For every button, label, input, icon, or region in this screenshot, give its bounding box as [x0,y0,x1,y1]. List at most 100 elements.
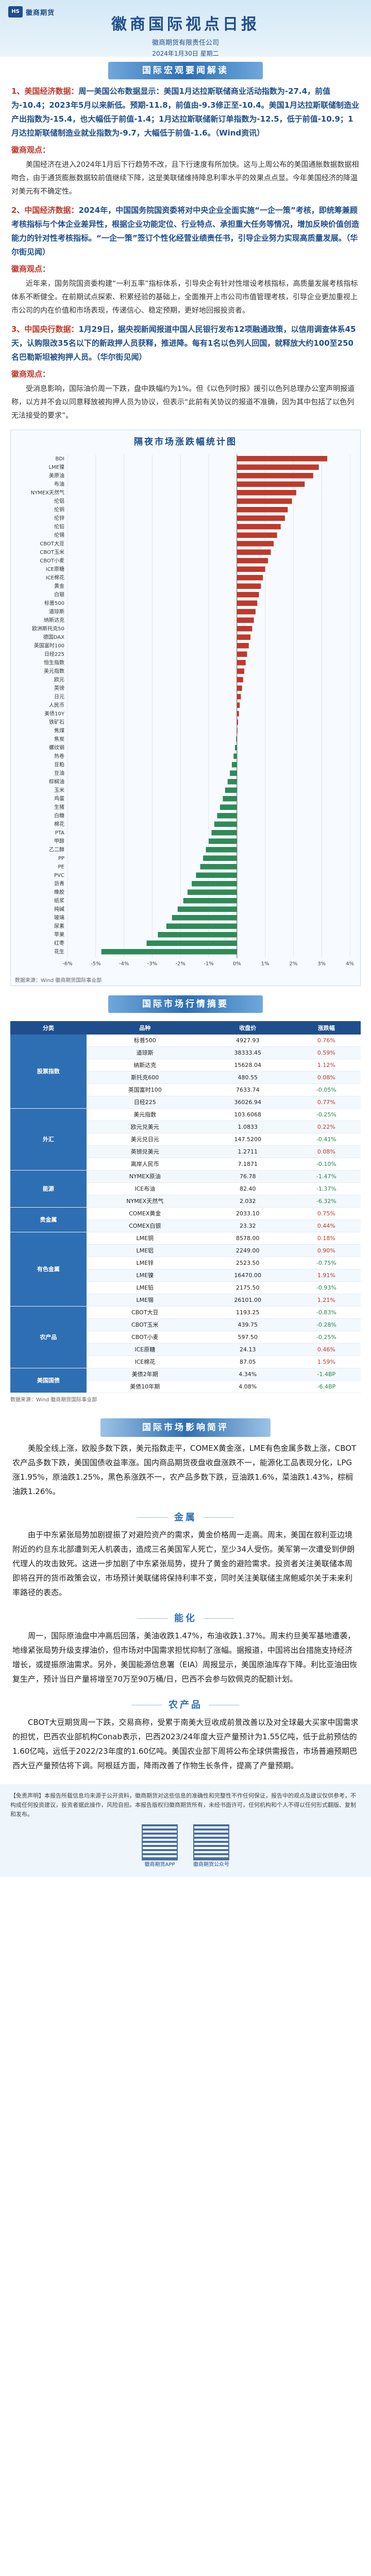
viewpoint-label: 徽商观点： [11,264,50,274]
table-cell-name: ICE棉花 [86,1355,204,1368]
table-cell-name: COMEX黄金 [86,1207,204,1220]
x-tick-label: 3% [317,961,326,967]
qr-wechat[interactable]: 徽商期货公众号 [193,1824,229,1870]
x-tick-label: -2% [175,961,185,967]
table-cell-name: NYMEX原油 [86,1170,204,1183]
table-cell-name: LME镍 [86,1269,204,1282]
table-row: 美债10年期 4.08% -6.4BP [10,1380,361,1393]
table-row: 日经225 36026.94 0.77% [10,1096,361,1109]
table-cell-close: 1.0833 [203,1121,292,1133]
table-row: 纳斯达克 15628.04 1.12% [10,1059,361,1072]
news-lead: 3、中国央行数据： [11,325,79,334]
bar [237,532,277,538]
category-label: PP [58,856,64,861]
table-cell-close: 23.32 [203,1219,292,1232]
table-cell-chg: 0.59% [292,1046,361,1059]
table-cell-close: 7633.74 [203,1083,292,1096]
table-row: LME锌 2523.50 -0.75% [10,1257,361,1269]
table-cell-name: 欧元兑美元 [86,1121,204,1133]
col-name: 品种 [86,1021,204,1035]
table-category-cell: 有色金属 [10,1232,87,1307]
category-label: 伦铅 [54,523,64,530]
table-cell-close: 36026.94 [203,1096,292,1109]
table-row: 英国富时100 7633.74 -0.05% [10,1083,361,1096]
bar [203,855,237,861]
table-row: 欧元兑美元 1.0833 0.22% [10,1121,361,1133]
bar [237,473,313,479]
bar [230,770,237,776]
bar [237,524,281,530]
analysis-agri-text: CBOT大豆期货周一下跌，交易商称，受累于南美大豆收成前景改善以及对全球最大买家… [12,1717,359,1770]
table-category-cell: 外汇 [10,1108,87,1171]
category-label: CBOT小麦 [40,558,64,564]
qr-row: 徽商期货APP 徽商期货公众号 [10,1824,361,1870]
macro-news: 1、美国经济数据：周一美国公布数据显示：美国1月达拉斯联储商业活动指数为-27.… [0,84,371,422]
table-category-cell: 美国国债 [10,1368,87,1393]
table-cell-name: LME铝 [86,1244,204,1257]
category-label: 沥青 [54,880,64,887]
bar [237,592,259,598]
table-cell-close: 76.78 [203,1170,292,1183]
report-header: HS 徽商期货 徽商国际视点日报 徽商期货有限责任公司 2024年1月30日 星… [0,0,371,57]
table-cell-chg: 1.12% [292,1059,361,1072]
news-highlight: 2024年，中国国务院国资委将对中央企业全面实施“一企一策”考核，即统筹兼顾考核… [11,206,360,257]
table-cell-close: 147.5200 [203,1133,292,1146]
bar [146,940,237,946]
company-logo: HS 徽商期货 [8,6,55,18]
table-cell-chg: -1.4BP [292,1368,361,1381]
table-row: LME镍 16470.00 1.91% [10,1269,361,1282]
qr-code-icon [142,1824,178,1860]
category-label: 英国富时100 [34,642,64,649]
analysis-intro: 美股全线上涨，欧股多数下跌，美元指数走平，COMEX黄金涨，LME有色金属多数上… [12,1443,357,1496]
table-cell-chg: 0.75% [292,1207,361,1220]
table-header-row: 分类 品种 收盘价 涨跌幅 [10,1021,361,1035]
table-cell-name: LME铅 [86,1281,204,1294]
table-row: NYMEX天然气 2.032 -6.32% [10,1195,361,1208]
table-cell-close: 16470.00 [203,1269,292,1282]
news-item: 3、中国央行数据：1月29日，据央视新闻报道中国人民银行发布12项融通政策，以信… [11,323,360,422]
table-cell-chg: -0.41% [292,1133,361,1146]
table-cell-name: COMEX白银 [86,1219,204,1232]
table-cell-name: CBOT玉米 [86,1318,204,1331]
bar [237,711,239,717]
table-cell-name: 美债10年期 [86,1380,204,1393]
bar [172,915,237,921]
report-title: 徽商国际视点日报 [111,15,260,33]
table-cell-close: 4927.93 [203,1034,292,1047]
category-label: 热卷 [54,753,64,759]
bar [192,881,237,887]
table-cell-chg: 0.76% [292,1034,361,1047]
table-cell-name: ICE原糖 [86,1343,204,1356]
category-label: 欧洲斯托克50 [32,625,64,632]
x-tick-label: -4% [119,961,129,967]
category-label: 玻璃 [54,914,64,921]
bar [237,481,305,487]
bar [200,864,237,870]
bar [237,660,246,666]
qr-app[interactable]: 徽商期货APP [142,1824,178,1870]
bar [225,787,237,793]
table-cell-chg: -0.10% [292,1158,361,1171]
table-row: CBOT小麦 597.50 -0.25% [10,1331,361,1344]
bar [233,753,237,759]
bar [101,949,237,955]
x-tick-label: 4% [346,961,354,967]
category-label: PVC [54,873,64,878]
bar [158,932,237,938]
col-category: 分类 [10,1021,87,1035]
table-cell-chg: -6.4BP [292,1380,361,1393]
table-cell-chg: 1.59% [292,1355,361,1368]
table-cell-chg: -0.25% [292,1331,361,1344]
category-label: 美原油 [49,472,64,479]
table-category-cell: 股票指数 [10,1034,87,1109]
bar [237,600,258,606]
analysis-metal-title: 金属 [0,1510,371,1523]
table-row: 离岸人民币 7.1871 -0.10% [10,1158,361,1171]
news-highlight: 周一美国公布数据显示：美国1月达拉斯联储商业活动指数为-27.4，前值为-10.… [11,87,360,138]
table-cell-name: LME锌 [86,1257,204,1269]
table-row: 斯托克600 480.55 0.08% [10,1071,361,1084]
table-category-cell: 能源 [10,1170,87,1208]
table-cell-chg: 0.18% [292,1232,361,1245]
table-cell-close: 439.75 [203,1318,292,1331]
section-banner-analysis: 国际市场影响简评 [100,1418,271,1437]
